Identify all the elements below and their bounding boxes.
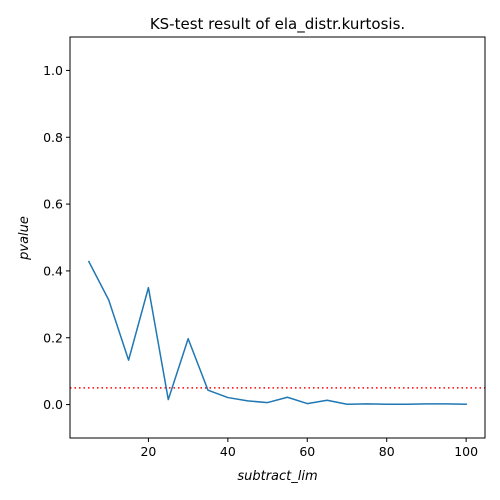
y-tick-label: 1.0 <box>43 63 63 78</box>
y-tick-label: 0.0 <box>43 397 63 412</box>
chart-title: KS-test result of ela_distr.kurtosis. <box>150 15 405 34</box>
y-tick-label: 0.6 <box>43 197 63 212</box>
x-tick-label: 40 <box>220 444 236 459</box>
x-tick-label: 60 <box>299 444 315 459</box>
y-tick-label: 0.4 <box>43 263 63 278</box>
x-tick-label: 80 <box>379 444 395 459</box>
x-tick-label: 100 <box>454 444 478 459</box>
y-axis-title: pvalue <box>17 216 32 261</box>
x-axis-title: subtract_lim <box>237 469 317 484</box>
y-tick-label: 0.8 <box>43 130 63 145</box>
y-tick-label: 0.2 <box>43 330 63 345</box>
x-tick-label: 20 <box>140 444 156 459</box>
